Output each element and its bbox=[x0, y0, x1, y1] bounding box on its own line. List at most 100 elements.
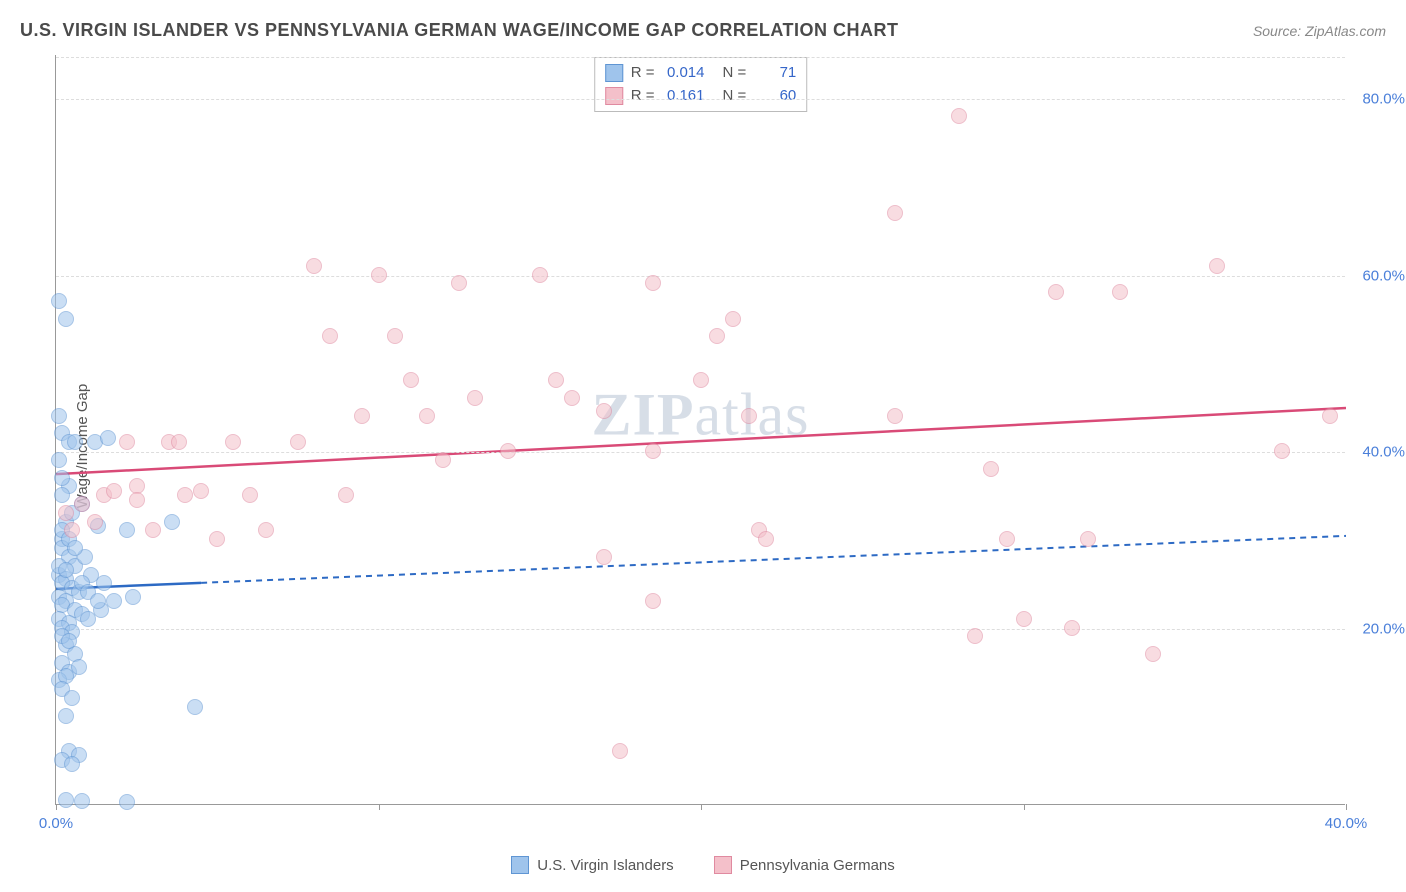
legend-item: U.S. Virgin Islanders bbox=[511, 856, 673, 874]
y-tick-label: 20.0% bbox=[1350, 620, 1405, 637]
data-point bbox=[1322, 408, 1338, 424]
data-point bbox=[100, 430, 116, 446]
data-point bbox=[96, 575, 112, 591]
data-point bbox=[1064, 620, 1080, 636]
data-point bbox=[693, 372, 709, 388]
data-point bbox=[1048, 284, 1064, 300]
data-point bbox=[58, 792, 74, 808]
data-point bbox=[71, 659, 87, 675]
data-point bbox=[1112, 284, 1128, 300]
trend-lines bbox=[56, 55, 1346, 805]
data-point bbox=[435, 452, 451, 468]
data-point bbox=[177, 487, 193, 503]
data-point bbox=[193, 483, 209, 499]
data-point bbox=[564, 390, 580, 406]
gridline bbox=[56, 57, 1345, 58]
data-point bbox=[64, 522, 80, 538]
data-point bbox=[645, 593, 661, 609]
data-point bbox=[612, 743, 628, 759]
data-point bbox=[54, 487, 70, 503]
x-tick bbox=[1346, 804, 1347, 810]
scatter-chart: ZIPatlas R =0.014N =71R =0.161N =60 20.0… bbox=[55, 55, 1345, 805]
stats-row: R =0.014N =71 bbox=[605, 62, 797, 85]
data-point bbox=[758, 531, 774, 547]
data-point bbox=[596, 403, 612, 419]
data-point bbox=[58, 562, 74, 578]
data-point bbox=[51, 293, 67, 309]
data-point bbox=[1080, 531, 1096, 547]
data-point bbox=[58, 708, 74, 724]
x-tick bbox=[701, 804, 702, 810]
data-point bbox=[387, 328, 403, 344]
x-tick-label: 0.0% bbox=[39, 815, 73, 832]
data-point bbox=[983, 461, 999, 477]
y-tick-label: 40.0% bbox=[1350, 444, 1405, 461]
data-point bbox=[258, 522, 274, 538]
data-point bbox=[951, 108, 967, 124]
source-attribution: Source: ZipAtlas.com bbox=[1253, 23, 1386, 39]
data-point bbox=[967, 628, 983, 644]
stat-n-value: 71 bbox=[754, 62, 796, 85]
data-point bbox=[1145, 646, 1161, 662]
data-point bbox=[64, 690, 80, 706]
data-point bbox=[74, 793, 90, 809]
data-point bbox=[187, 699, 203, 715]
data-point bbox=[106, 483, 122, 499]
y-tick-label: 60.0% bbox=[1350, 267, 1405, 284]
data-point bbox=[322, 328, 338, 344]
data-point bbox=[125, 589, 141, 605]
data-point bbox=[306, 258, 322, 274]
data-point bbox=[119, 794, 135, 810]
data-point bbox=[709, 328, 725, 344]
data-point bbox=[403, 372, 419, 388]
legend: U.S. Virgin Islanders Pennsylvania German… bbox=[0, 856, 1406, 874]
gridline bbox=[56, 629, 1345, 630]
header: U.S. VIRGIN ISLANDER VS PENNSYLVANIA GER… bbox=[20, 20, 1386, 41]
legend-item: Pennsylvania Germans bbox=[714, 856, 895, 874]
data-point bbox=[1209, 258, 1225, 274]
data-point bbox=[999, 531, 1015, 547]
data-point bbox=[225, 434, 241, 450]
data-point bbox=[645, 275, 661, 291]
data-point bbox=[74, 496, 90, 512]
y-tick-label: 80.0% bbox=[1350, 91, 1405, 108]
data-point bbox=[725, 311, 741, 327]
legend-label: U.S. Virgin Islanders bbox=[537, 857, 673, 874]
stat-r-label: R = bbox=[631, 62, 655, 85]
x-tick bbox=[1024, 804, 1025, 810]
data-point bbox=[61, 633, 77, 649]
legend-label: Pennsylvania Germans bbox=[740, 857, 895, 874]
data-point bbox=[54, 470, 70, 486]
data-point bbox=[119, 522, 135, 538]
data-point bbox=[242, 487, 258, 503]
data-point bbox=[51, 452, 67, 468]
data-point bbox=[290, 434, 306, 450]
data-point bbox=[129, 492, 145, 508]
data-point bbox=[338, 487, 354, 503]
data-point bbox=[1274, 443, 1290, 459]
stat-n-label: N = bbox=[723, 85, 747, 108]
data-point bbox=[58, 505, 74, 521]
data-point bbox=[887, 205, 903, 221]
data-point bbox=[90, 593, 106, 609]
data-point bbox=[209, 531, 225, 547]
data-point bbox=[67, 434, 83, 450]
data-point bbox=[532, 267, 548, 283]
stat-r-value: 0.161 bbox=[663, 85, 705, 108]
data-point bbox=[596, 549, 612, 565]
gridline bbox=[56, 99, 1345, 100]
series-swatch bbox=[605, 64, 623, 82]
data-point bbox=[145, 522, 161, 538]
watermark: ZIPatlas bbox=[592, 380, 810, 449]
data-point bbox=[106, 593, 122, 609]
x-tick-label: 40.0% bbox=[1325, 815, 1368, 832]
stat-n-value: 60 bbox=[754, 85, 796, 108]
gridline bbox=[56, 276, 1345, 277]
stat-r-label: R = bbox=[631, 85, 655, 108]
data-point bbox=[371, 267, 387, 283]
data-point bbox=[500, 443, 516, 459]
data-point bbox=[741, 408, 757, 424]
data-point bbox=[51, 408, 67, 424]
data-point bbox=[548, 372, 564, 388]
data-point bbox=[1016, 611, 1032, 627]
